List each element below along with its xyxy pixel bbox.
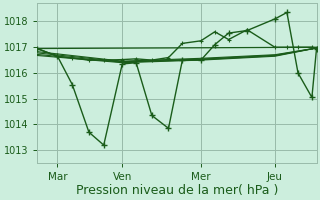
X-axis label: Pression niveau de la mer( hPa ): Pression niveau de la mer( hPa ) [76, 184, 278, 197]
